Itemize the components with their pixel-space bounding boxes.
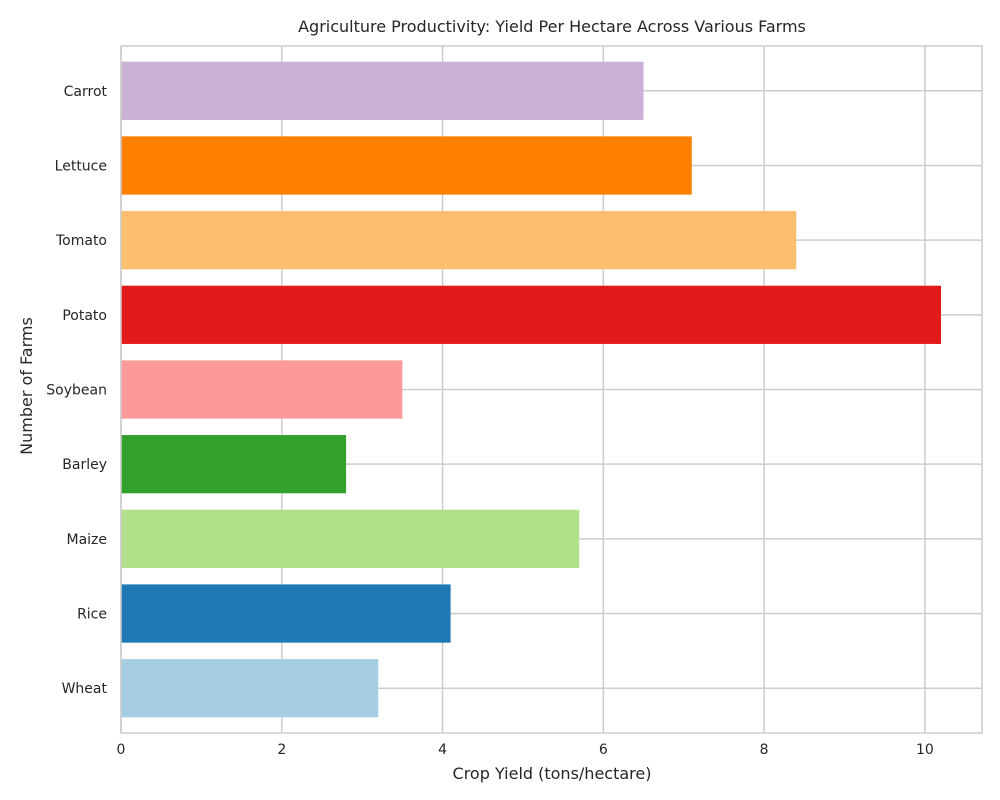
plot-frame bbox=[120, 45, 983, 734]
x-tick-label: 0 bbox=[117, 742, 126, 758]
y-tick-label: Barley bbox=[62, 457, 107, 473]
y-tick-label: Wheat bbox=[62, 681, 108, 697]
x-tick-label: 10 bbox=[916, 742, 934, 758]
y-tick-label: Lettuce bbox=[55, 158, 107, 174]
y-tick-label: Soybean bbox=[46, 383, 107, 399]
bars bbox=[121, 61, 941, 718]
bar-carrot bbox=[121, 61, 644, 120]
y-axis-label: Number of Farms bbox=[17, 317, 36, 455]
x-tick-label: 2 bbox=[277, 742, 286, 758]
bar-tomato bbox=[121, 211, 797, 270]
bar-wheat bbox=[121, 659, 379, 718]
x-tick-label: 8 bbox=[760, 742, 769, 758]
x-tick-label: 4 bbox=[438, 742, 447, 758]
y-tick-label: Tomato bbox=[55, 233, 107, 249]
bar-barley bbox=[121, 435, 347, 494]
bar-maize bbox=[121, 509, 580, 568]
bar-rice bbox=[121, 584, 451, 643]
x-tick-labels: 0 2 4 6 8 10 bbox=[117, 742, 934, 758]
y-tick-label: Carrot bbox=[64, 84, 108, 100]
chart-title: Agriculture Productivity: Yield Per Hect… bbox=[298, 17, 806, 36]
y-tick-label: Potato bbox=[62, 308, 107, 324]
axes-frame bbox=[120, 45, 983, 734]
x-axis-label: Crop Yield (tons/hectare) bbox=[453, 764, 652, 783]
bar-lettuce bbox=[121, 136, 692, 195]
y-tick-labels: Wheat Rice Maize Barley Soybean Potato Tomato L… bbox=[46, 84, 107, 697]
bar-potato bbox=[121, 285, 941, 344]
x-tick-label: 6 bbox=[599, 742, 608, 758]
y-tick-label: Maize bbox=[66, 532, 107, 548]
y-tick-label: Rice bbox=[77, 607, 107, 623]
bar-soybean bbox=[121, 360, 403, 419]
